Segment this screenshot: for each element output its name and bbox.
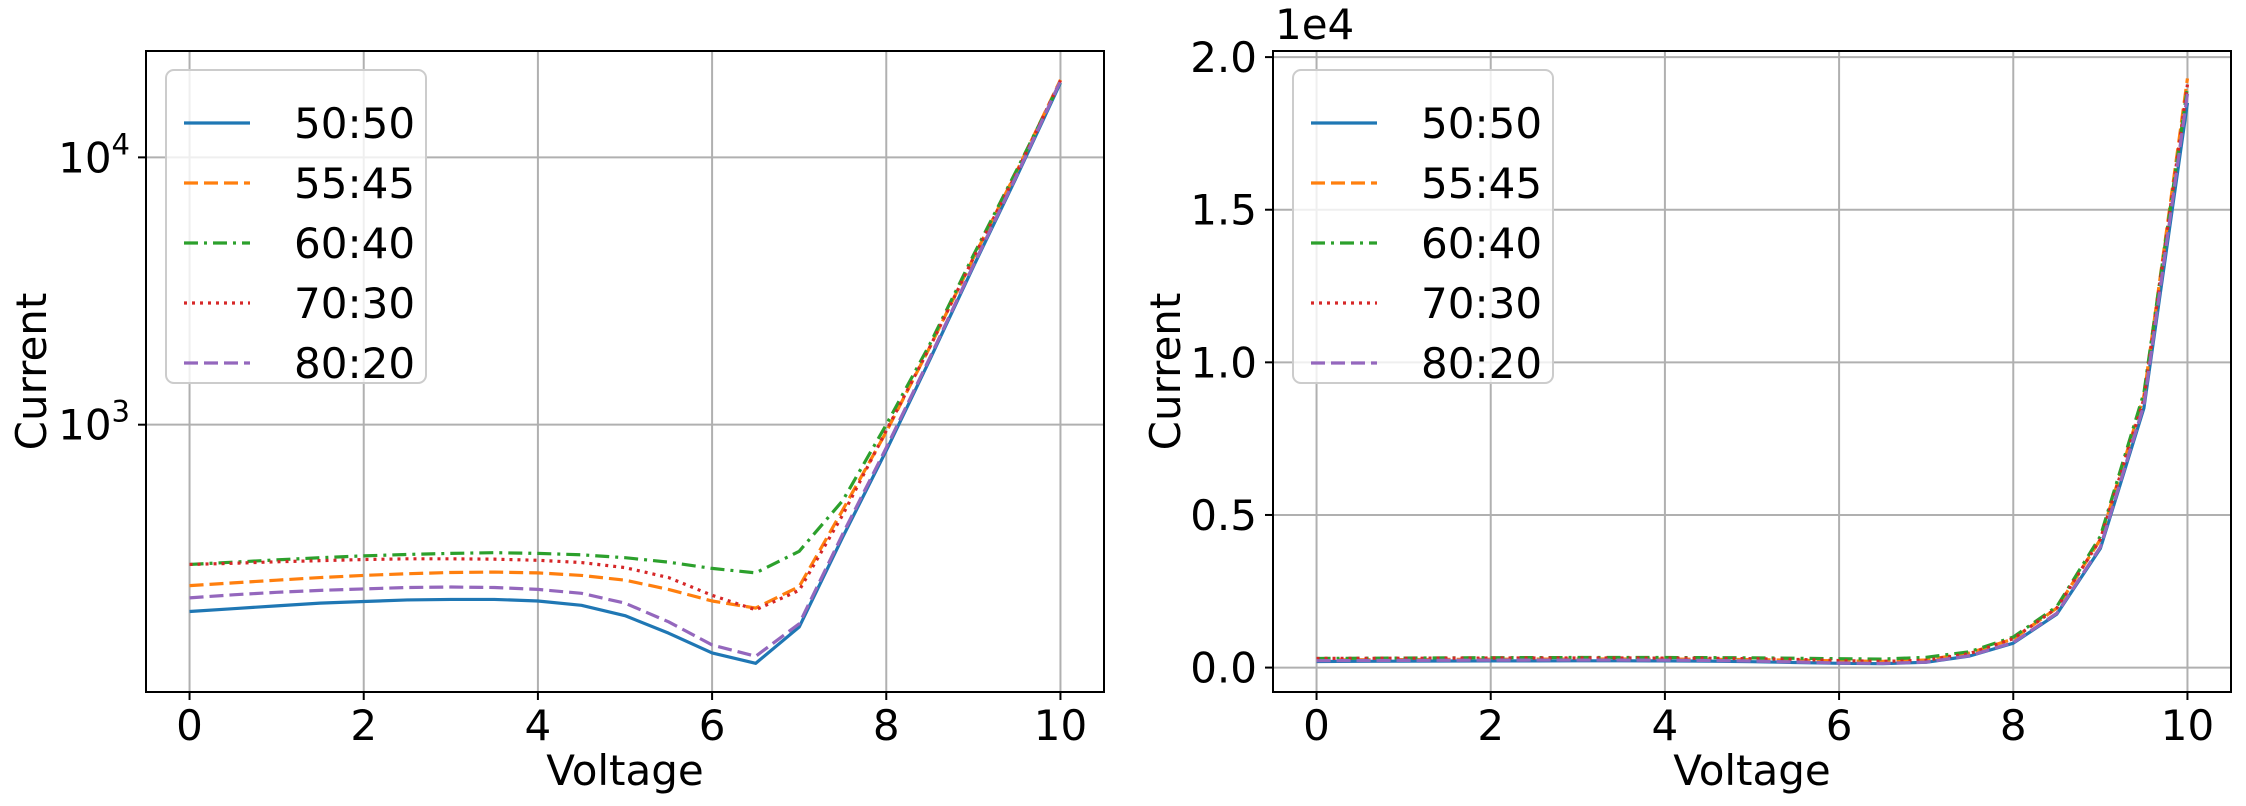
legend-label: 80:20 [294,339,415,388]
x-tick-label: 2 [1477,701,1504,750]
x-tick-label: 8 [873,701,900,750]
y-axis-label: Current [1141,293,1190,451]
x-tick-label: 10 [2161,701,2214,750]
legend-frame [1292,69,1554,384]
x-axis-label: Voltage [1673,746,1831,795]
legend-label: 80:20 [1421,339,1542,388]
y-axis-label: Current [7,293,56,451]
legend-label: 60:40 [1421,219,1542,268]
x-tick-label: 6 [699,701,726,750]
series-group [1316,78,2190,666]
y-tick-label: 0.5 [1190,491,1257,540]
x-tick-label: 0 [1303,701,1330,750]
series-group [189,79,1062,665]
y-tick-label: 103 [58,395,130,450]
legend-label: 70:30 [1421,279,1542,328]
y-tick-base: 10 [58,401,111,450]
y-tick-label: 0.0 [1190,644,1257,693]
series-line-50-50 [189,82,1062,665]
legend-item: 55:45 [1311,159,1542,208]
x-axis-label: Voltage [546,746,704,795]
y-ticks: 0.0 0.5 1.0 1.5 2.0 [1190,33,1273,693]
legend-item: 50:50 [184,99,415,148]
legend-item: 60:40 [1311,219,1542,268]
x-tick-label: 4 [1652,701,1679,750]
y-tick-label: 1.5 [1190,186,1257,235]
legend-label: 55:45 [1421,159,1542,208]
plot-frame [145,50,1105,693]
x-tick-label: 10 [1034,701,1087,750]
legend-item: 55:45 [184,159,415,208]
plot-frame [1272,50,2232,693]
x-tick-label: 6 [1826,701,1853,750]
series-line-80-20 [189,80,1062,658]
series-line-70-30 [1316,84,2190,663]
legend-item: 80:20 [184,339,415,388]
legend-item: 50:50 [1311,99,1542,148]
series-line-60-40 [189,80,1062,575]
x-tick-label: 8 [2000,701,2027,750]
legend-item: 70:30 [1311,279,1542,328]
y-tick-label: 2.0 [1190,33,1257,82]
legend-item: 70:30 [184,279,415,328]
legend-item: 80:20 [1311,339,1542,388]
chart-1: 0 2 4 6 8 10103104VoltageCurrent50:5055:4560:… [7,50,1105,795]
y-tick-base: 10 [58,133,111,182]
y-tick-label: 104 [58,127,130,182]
legend-frame [165,69,427,384]
legend-label: 60:40 [294,219,415,268]
series-line-55-45 [189,79,1062,610]
x-ticks: 0 2 4 6 8 10 [176,692,1087,750]
legend-label: 50:50 [1421,99,1542,148]
y-tick-exponent: 4 [112,127,130,161]
chart-2: 0 2 4 6 8 10 0.0 0.5 1.0 1.5 2.0 1e4 Voltage Current 5… [1141,0,2232,795]
y-offset-label: 1e4 [1275,0,1354,49]
grid [1273,51,2231,692]
legend-item: 60:40 [184,219,415,268]
y-tick-exponent: 3 [112,395,130,429]
series-line-80-20 [1316,93,2190,666]
legend-label: 50:50 [294,99,415,148]
x-tick-label: 4 [525,701,552,750]
x-ticks: 0 2 4 6 8 10 [1303,692,2214,750]
legend-label: 55:45 [294,159,415,208]
legend: 50:50 55:45 60:40 70:30 80:20 [165,69,427,388]
x-tick-label: 2 [350,701,377,750]
series-line-70-30 [189,79,1062,612]
x-tick-label: 0 [176,701,203,750]
legend-label: 70:30 [294,279,415,328]
y-tick-label: 1.0 [1190,338,1257,387]
legend: 50:50 55:45 60:40 70:30 80:20 [1292,69,1554,388]
